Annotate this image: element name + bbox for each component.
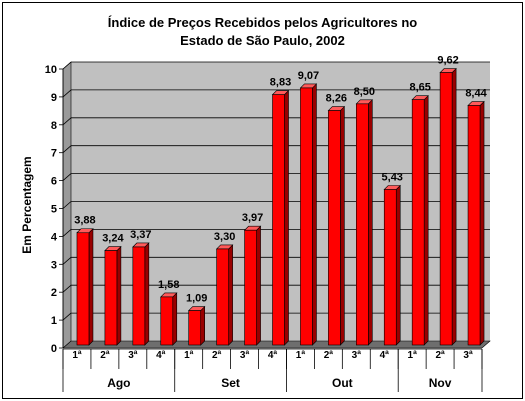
bar-side	[284, 89, 289, 346]
x-tick-label: 4ª	[156, 350, 166, 361]
bar	[272, 94, 285, 346]
bar-side	[88, 228, 94, 346]
bar-value-label: 9,07	[298, 70, 319, 82]
bar-value-label: 3,97	[242, 212, 263, 224]
bar-side	[479, 100, 485, 346]
bar-value-label: 8,26	[326, 93, 347, 105]
y-tick-label: 2	[51, 287, 57, 299]
bar-value-label: 3,30	[214, 231, 235, 243]
y-tick-label: 9	[51, 92, 57, 104]
bar-value-label: 8,50	[354, 86, 375, 98]
y-gridline-side	[62, 312, 72, 321]
x-group-label: Ago	[107, 376, 130, 390]
bar-side	[256, 225, 261, 346]
y-gridline-side	[62, 117, 72, 126]
bar	[76, 232, 90, 346]
y-gridline-side	[62, 145, 72, 154]
y-gridline-side	[62, 201, 72, 209]
y-tick-label: 3	[51, 259, 57, 271]
x-tick-label: 2ª	[324, 350, 334, 361]
bar-side	[228, 244, 233, 346]
bar-side	[144, 242, 150, 346]
x-tick-label: 1ª	[296, 350, 306, 361]
bar-value-label: 5,43	[382, 172, 403, 184]
bar-value-label: 3,24	[102, 233, 124, 245]
bar	[160, 296, 174, 346]
bar	[300, 87, 313, 346]
bar-side	[451, 67, 457, 346]
x-tick-label: 2ª	[212, 350, 222, 361]
x-tick-label: 3ª	[240, 350, 250, 361]
bar-value-label: 1,58	[158, 279, 179, 291]
bar	[467, 105, 481, 346]
x-group-label: Nov	[429, 376, 452, 390]
y-tick-label: 7	[51, 148, 57, 160]
x-tick-label: 1ª	[72, 350, 82, 361]
y-gridline-side	[62, 173, 72, 181]
bar	[132, 246, 146, 346]
bar	[328, 110, 341, 346]
bar	[216, 248, 229, 346]
bar	[355, 103, 369, 346]
bar	[104, 250, 118, 346]
x-tick-label: 4ª	[268, 350, 278, 361]
x-tick-label: 1ª	[408, 350, 418, 361]
x-tick-label: 2ª	[100, 350, 110, 361]
bar	[188, 310, 201, 346]
bar-value-label: 8,65	[409, 82, 430, 94]
y-tick-label: 4	[51, 231, 58, 243]
y-gridline-side	[62, 229, 72, 237]
bar	[383, 189, 397, 346]
bar-side	[423, 94, 429, 346]
bar-side	[367, 99, 373, 346]
bar-value-label: 1,09	[186, 293, 207, 305]
x-tick-label: 4ª	[380, 350, 390, 361]
y-tick-label: 6	[51, 176, 57, 188]
x-tick-label: 3ª	[463, 350, 473, 361]
y-tick-label: 0	[51, 343, 57, 355]
bar	[439, 72, 453, 346]
bar-side	[395, 184, 401, 346]
y-gridline-side	[62, 284, 72, 293]
y-tick-label: 1	[51, 315, 57, 327]
y-tick-label: 5	[51, 204, 57, 216]
y-gridline-side	[62, 61, 72, 70]
y-tick-label: 10	[45, 64, 57, 76]
bar-value-label: 3,37	[130, 229, 151, 241]
bar-side	[116, 245, 122, 346]
bar-value-label: 8,83	[270, 77, 291, 89]
chart-title-line-1: Índice de Preços Recebidos pelos Agricul…	[107, 15, 418, 30]
x-group-label: Out	[332, 376, 353, 390]
bar-value-label: 3,88	[74, 215, 95, 227]
x-tick-label: 2ª	[435, 350, 445, 361]
x-tick-label: 1ª	[184, 350, 194, 361]
bar-side	[312, 83, 317, 346]
bar-side	[340, 105, 345, 346]
bar-value-label: 8,44	[465, 88, 487, 100]
x-tick-label: 3ª	[128, 350, 138, 361]
bar-value-label: 9,62	[437, 55, 458, 67]
x-tick-label: 3ª	[352, 350, 362, 361]
bar	[411, 99, 425, 346]
y-gridline-side	[62, 256, 72, 265]
x-group-label: Set	[221, 376, 240, 390]
chart-title-line-2: Estado de São Paulo, 2002	[180, 33, 345, 48]
bar-side	[200, 305, 205, 346]
bar	[244, 229, 257, 346]
y-gridline-side	[62, 89, 72, 98]
y-tick-label: 8	[51, 120, 57, 132]
bar-side	[172, 292, 178, 346]
